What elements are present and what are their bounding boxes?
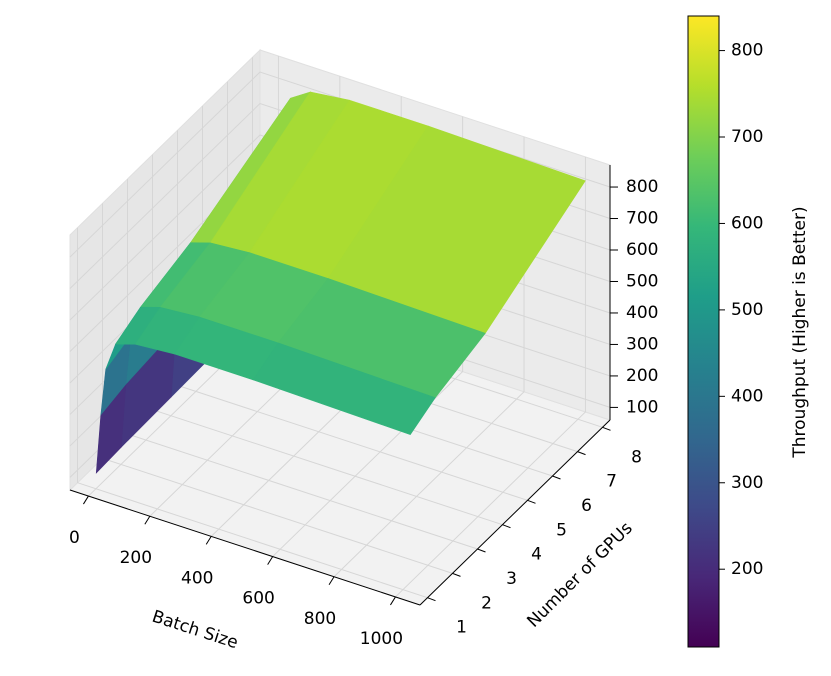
z-tick-label: 500 (626, 271, 658, 291)
x-axis-line (69, 489, 421, 606)
colorbar-tick-label: 700 (731, 127, 763, 147)
colorbar (687, 15, 720, 648)
x-tick-label: 400 (181, 568, 213, 588)
z-tick-label: 100 (626, 397, 658, 417)
colorbar-tick-label: 600 (731, 213, 763, 233)
z-tick-label: 200 (626, 366, 658, 386)
x-tick (82, 495, 89, 505)
y-tick-label: 5 (556, 520, 567, 540)
y-tick (452, 572, 461, 577)
x-tick-label: 800 (304, 609, 336, 629)
x-axis-label: Batch Size (150, 607, 241, 654)
x-tick-label: 600 (242, 589, 274, 609)
surface-face (252, 342, 436, 436)
x-tick (390, 596, 396, 606)
y-tick (477, 548, 486, 553)
x-tick (144, 515, 151, 525)
y-tick (602, 426, 611, 431)
y-tick-label: 1 (456, 618, 467, 638)
y-tick (527, 499, 536, 504)
x-tick (205, 536, 212, 545)
z-tick-label: 600 (626, 240, 658, 260)
z-tick-label: 400 (626, 303, 658, 323)
y-tick-label: 6 (581, 496, 592, 516)
colorbar-tick-label: 200 (731, 559, 763, 579)
surface (95, 91, 586, 474)
y-tick (552, 475, 561, 480)
z-tick-label: 300 (626, 334, 658, 354)
x-tick-label: 0 (69, 528, 80, 548)
colorbar-tick-label: 800 (731, 41, 763, 61)
colorbar-label: Throughput (Higher is Better) (790, 206, 810, 458)
y-tick (427, 597, 436, 602)
x-tick-label: 1000 (360, 629, 403, 649)
y-tick-label: 4 (531, 545, 542, 565)
colorbar-tick-label: 400 (731, 386, 763, 406)
x-tick-label: 200 (120, 548, 152, 568)
y-tick-label: 3 (506, 569, 517, 589)
z-tick-label: 700 (626, 209, 658, 229)
y-tick-label: 2 (481, 593, 492, 613)
y-tick-label: 8 (631, 447, 642, 467)
y-tick-label: 7 (606, 472, 617, 492)
y-tick (577, 451, 586, 456)
x-tick (267, 556, 274, 565)
y-axis-line (419, 419, 611, 606)
y-axis-label: Number of GPUs (523, 518, 636, 631)
colorbar-tick-label: 300 (731, 473, 763, 493)
colorbar-tick-label: 500 (731, 300, 763, 320)
z-tick-label: 800 (626, 177, 658, 197)
y-tick (502, 524, 511, 529)
x-tick (328, 576, 335, 586)
